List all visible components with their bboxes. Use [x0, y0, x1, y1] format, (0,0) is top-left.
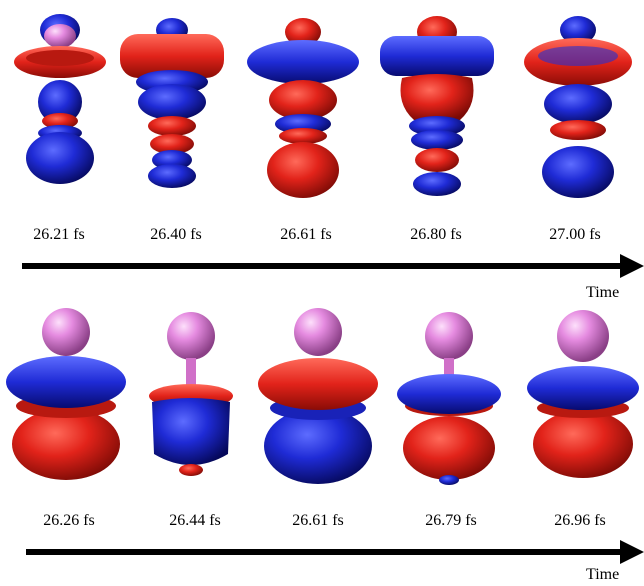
frame-time-label: 26.26 fs [43, 512, 95, 529]
frame-time-label: 26.21 fs [33, 226, 85, 243]
frame-time-label: 26.96 fs [554, 512, 606, 529]
frame-time-label: 26.40 fs [150, 226, 202, 243]
time-axis-label: Time [586, 566, 620, 583]
orbital-frame-5 [524, 16, 632, 198]
time-arrow [22, 254, 644, 278]
orbital-frame-4 [380, 16, 494, 196]
orbital-frame-5 [527, 310, 639, 478]
time-axis-label: Time [586, 284, 620, 301]
orbital-frame-2 [149, 312, 233, 476]
frame-time-label: 26.80 fs [410, 226, 462, 243]
frame-time-label: 26.44 fs [169, 512, 221, 529]
orbital-frame-1 [6, 308, 126, 480]
orbital-frame-2 [120, 18, 224, 188]
frame-time-label: 26.61 fs [280, 226, 332, 243]
frame-time-label: 27.00 fs [549, 226, 601, 243]
orbital-frame-1 [14, 14, 106, 184]
orbital-frame-3 [258, 308, 378, 484]
time-arrow [26, 540, 644, 564]
frame-time-label: 26.61 fs [292, 512, 344, 529]
frame-time-label: 26.79 fs [425, 512, 477, 529]
row-bottom: 26.26 fs 26.44 fs 26.61 fs 26.79 fs 26.9… [0, 290, 644, 586]
row-top: 26.21 fs 26.40 fs 26.61 fs 26.80 fs 27.0… [0, 0, 644, 301]
orbital-frame-4 [397, 312, 501, 485]
orbital-frame-3 [247, 18, 359, 198]
